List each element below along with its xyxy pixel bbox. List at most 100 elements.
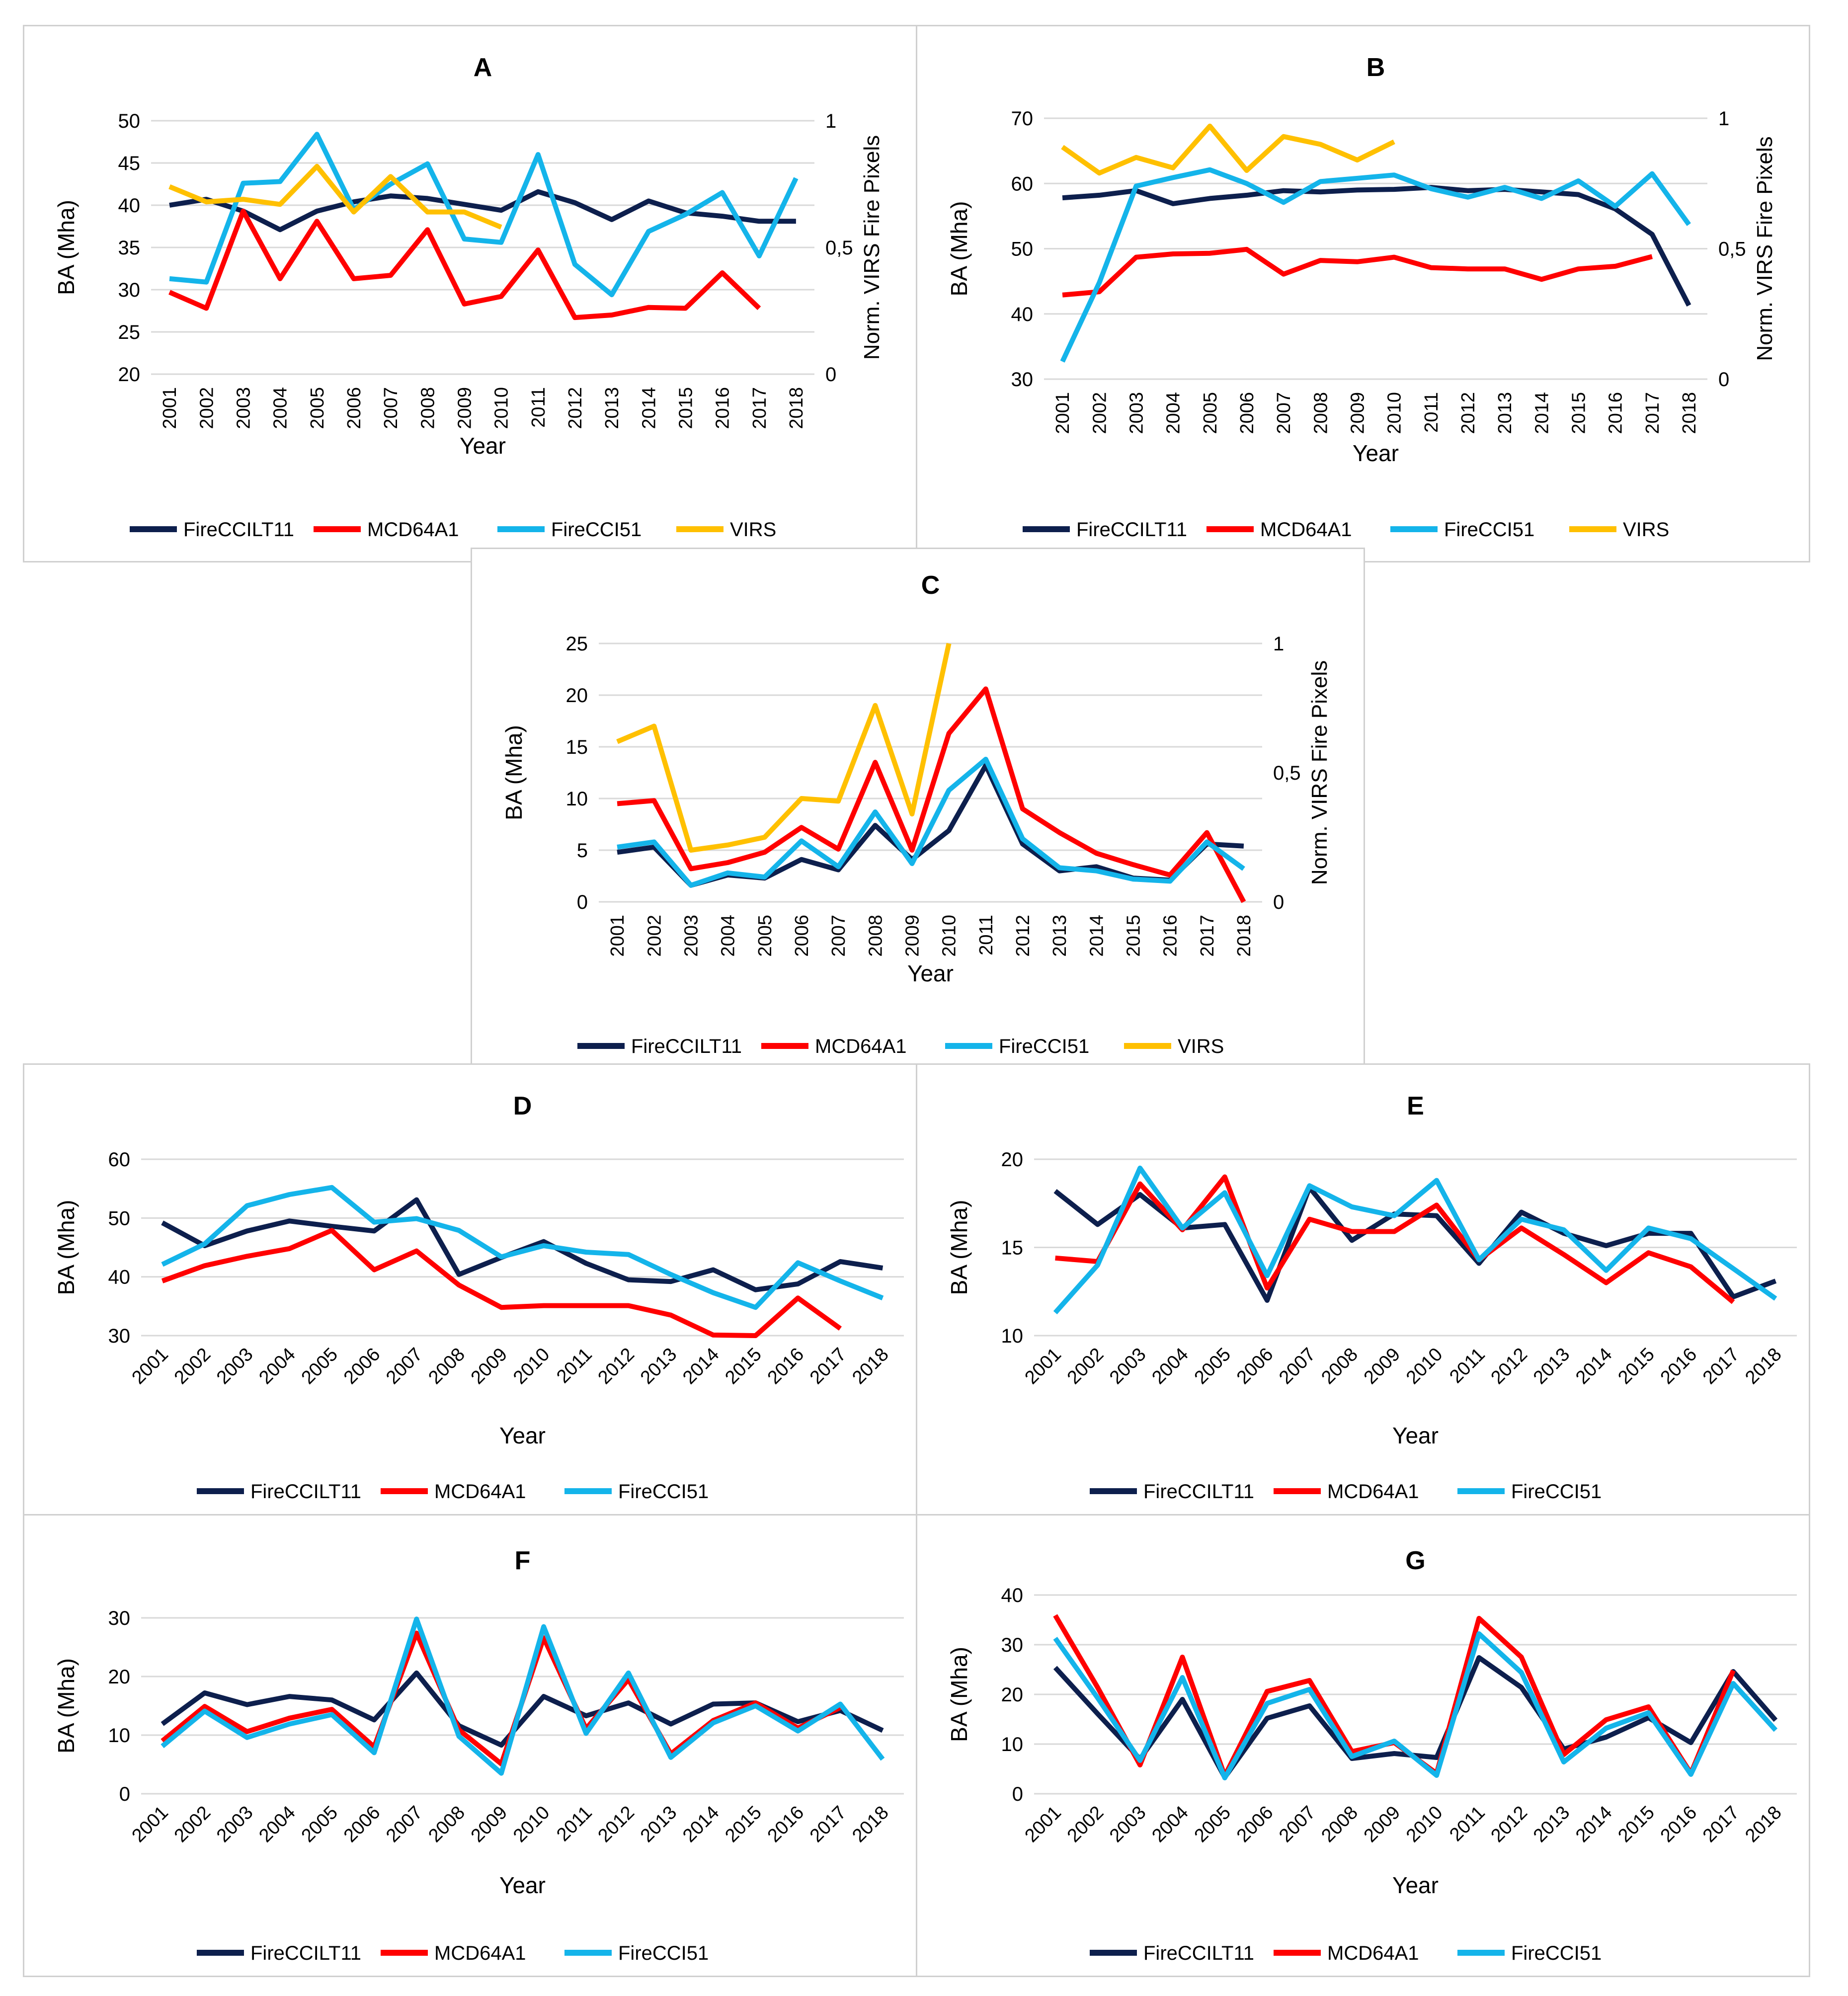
x-tick-label: 2015 xyxy=(1123,915,1144,957)
series-line-firecci51 xyxy=(161,1616,885,1776)
x-axis-label: Year xyxy=(1392,1872,1439,1898)
x-axis-label: Year xyxy=(460,433,506,459)
y-axis-label: BA (Mha) xyxy=(53,1658,79,1754)
x-tick-label: 2003 xyxy=(1106,1802,1150,1846)
x-tick-label: 2017 xyxy=(1642,392,1663,434)
y-axis-label: BA (Mha) xyxy=(53,1200,79,1295)
x-tick-label: 2014 xyxy=(1086,915,1107,957)
x-tick-label: 2001 xyxy=(128,1802,172,1846)
x-tick-label: 2011 xyxy=(553,1802,596,1845)
y-tick-label: 30 xyxy=(1011,369,1034,391)
x-tick-label: 2008 xyxy=(424,1344,469,1388)
panel-E: E 10 15 20 2001 2002 2003 2004 2005 2006 2007 2008 2… xyxy=(916,1063,1810,1516)
y-tick-label: 40 xyxy=(1011,304,1034,325)
x-tick-label: 2011 xyxy=(1446,1344,1489,1387)
y-tick-label: 45 xyxy=(118,153,141,174)
x-tick-label: 2004 xyxy=(1148,1344,1192,1388)
x-tick-label: 2007 xyxy=(1274,392,1294,434)
x-tick-label: 2013 xyxy=(1529,1344,1574,1388)
legend-label: FireCCI51 xyxy=(1444,519,1534,541)
chart-title: B xyxy=(1366,53,1385,82)
y-tick-label: 10 xyxy=(1001,1325,1024,1347)
legend-label: FireCCILT11 xyxy=(250,1481,361,1503)
y-tick-label: 40 xyxy=(118,195,141,217)
x-tick-label: 2005 xyxy=(298,1344,342,1388)
panel-D: D 30 40 50 60 2001 2002 2003 2004 2005 2006 2007 200… xyxy=(23,1063,917,1516)
x-tick-label: 2006 xyxy=(340,1802,384,1846)
y2-axis-label: Norm. VIRS Fire Pixels xyxy=(860,135,884,360)
x-axis-label: Year xyxy=(1353,440,1399,466)
chart-title: D xyxy=(513,1092,532,1120)
y-tick-label: 0 xyxy=(1012,1783,1023,1805)
x-tick-label: 2009 xyxy=(1347,392,1368,434)
chart-title: E xyxy=(1407,1092,1424,1120)
x-tick-label: 2017 xyxy=(1699,1344,1743,1388)
y-tick-label: 30 xyxy=(108,1325,131,1347)
x-tick-label: 2005 xyxy=(1191,1344,1235,1388)
x-tick-label: 2011 xyxy=(1446,1802,1489,1845)
x-tick-label: 2009 xyxy=(1360,1344,1404,1388)
legend-label: MCD64A1 xyxy=(1327,1942,1419,1964)
x-tick-label: 2013 xyxy=(1529,1802,1574,1846)
x-tick-label: 2016 xyxy=(713,387,733,429)
y-tick-label: 30 xyxy=(1001,1634,1024,1656)
series-line-firecci51 xyxy=(161,1185,884,1310)
x-tick-label: 2018 xyxy=(786,387,807,429)
x-tick-label: 2009 xyxy=(1360,1802,1404,1846)
x-tick-label: 2015 xyxy=(1614,1802,1658,1846)
y2-tick-label: 0 xyxy=(1273,891,1284,913)
y-tick-label: 30 xyxy=(108,1607,131,1629)
x-tick-label: 2012 xyxy=(1487,1344,1531,1388)
legend-label: FireCCI51 xyxy=(618,1942,709,1964)
x-tick-label: 2002 xyxy=(1063,1344,1108,1388)
x-tick-label: 2002 xyxy=(1089,392,1110,434)
y-tick-label: 20 xyxy=(1001,1684,1024,1706)
y2-tick-label: 1 xyxy=(1273,633,1284,655)
x-tick-label: 2014 xyxy=(639,387,659,429)
x-tick-label: 2006 xyxy=(340,1344,384,1388)
x-tick-label: 2012 xyxy=(594,1344,639,1388)
y-tick-label: 10 xyxy=(1001,1734,1024,1756)
x-tick-label: 2005 xyxy=(298,1802,342,1846)
y-tick-label: 25 xyxy=(566,633,588,655)
x-tick-label: 2018 xyxy=(848,1802,892,1846)
x-tick-label: 2002 xyxy=(1063,1802,1108,1846)
x-tick-label: 2004 xyxy=(255,1802,299,1846)
y-tick-label: 0 xyxy=(577,891,588,913)
series-line-firecci51 xyxy=(1053,1165,1777,1315)
x-tick-label: 2018 xyxy=(1741,1344,1785,1388)
x-tick-label: 2005 xyxy=(1191,1802,1235,1846)
x-tick-label: 2018 xyxy=(1741,1802,1785,1846)
y-tick-label: 50 xyxy=(108,1207,131,1229)
x-tick-label: 2016 xyxy=(764,1344,808,1388)
legend-label: MCD64A1 xyxy=(434,1481,526,1503)
y2-tick-label: 1 xyxy=(825,110,836,132)
chart-title: G xyxy=(1405,1546,1425,1575)
y-tick-label: 25 xyxy=(118,321,141,343)
series-line-mcd64a1 xyxy=(1062,246,1653,298)
y2-tick-label: 1 xyxy=(1718,108,1729,130)
y-tick-label: 60 xyxy=(1011,173,1034,195)
x-tick-label: 2013 xyxy=(1495,392,1516,434)
x-tick-label: 2004 xyxy=(255,1344,299,1388)
x-tick-label: 2010 xyxy=(491,387,512,429)
panel-G: G 0 10 20 30 40 2001 2002 2003 2004 2005 2006 2007 20… xyxy=(916,1514,1810,1977)
x-tick-label: 2002 xyxy=(170,1344,215,1388)
x-tick-label: 2014 xyxy=(1572,1344,1616,1388)
x-tick-label: 2015 xyxy=(675,387,696,429)
series-line-mcd64a1 xyxy=(168,208,761,320)
x-tick-label: 2011 xyxy=(976,915,997,956)
x-tick-label: 2001 xyxy=(128,1344,172,1388)
series-line-virs xyxy=(616,642,952,853)
x-tick-label: 2013 xyxy=(637,1344,681,1388)
x-tick-label: 2009 xyxy=(454,387,475,429)
x-tick-label: 2012 xyxy=(594,1802,639,1846)
x-tick-label: 2014 xyxy=(1531,392,1552,434)
x-tick-label: 2015 xyxy=(1614,1344,1658,1388)
x-tick-label: 2001 xyxy=(1021,1344,1065,1388)
panel-C: C 0 5 10 15 20 25 0 0,5 1 Norm. VIRS Fire Pixels 20… xyxy=(471,548,1365,1074)
y-axis-label: BA (Mha) xyxy=(946,1647,972,1742)
legend-label: MCD64A1 xyxy=(434,1942,526,1964)
x-tick-label: 2004 xyxy=(1163,392,1184,434)
legend-label: FireCCILT11 xyxy=(1143,1942,1254,1964)
